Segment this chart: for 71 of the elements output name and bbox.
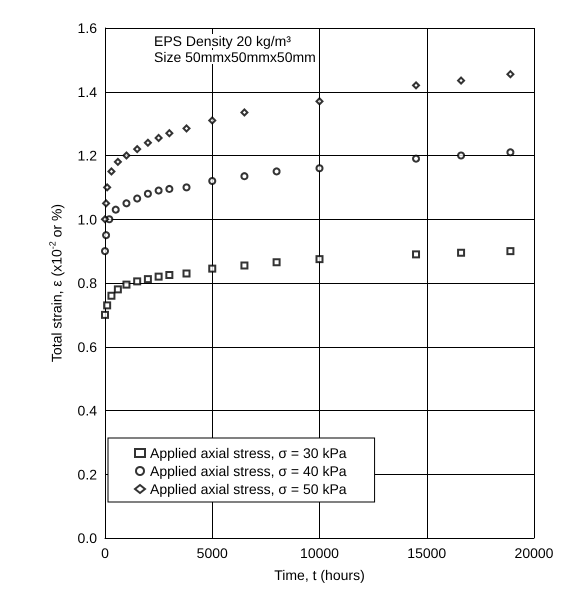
x-tick-label: 0 — [101, 545, 110, 561]
point — [154, 134, 163, 142]
point — [506, 247, 514, 256]
y-tick-label: 1.2 — [78, 148, 98, 164]
legend-label: Applied axial stress, σ = 50 kPa — [150, 481, 347, 497]
point — [114, 285, 122, 294]
point — [154, 186, 163, 195]
point — [154, 272, 163, 281]
point — [182, 183, 191, 192]
y-tick-label: 1.0 — [78, 211, 98, 228]
point — [208, 116, 216, 124]
annotation: Size 50mmx50mmx50mm — [154, 49, 316, 65]
point — [122, 152, 130, 160]
point — [133, 194, 142, 203]
point — [102, 231, 110, 240]
point — [165, 271, 174, 280]
point — [101, 247, 109, 256]
point — [114, 158, 122, 166]
point — [272, 167, 281, 176]
point — [122, 280, 130, 289]
point — [107, 167, 116, 176]
point — [144, 190, 152, 198]
y-tick-label: 0.4 — [78, 402, 98, 418]
point — [144, 275, 152, 284]
y-tick-label: 0.0 — [78, 530, 98, 546]
point — [101, 310, 109, 319]
point — [133, 277, 142, 286]
point — [182, 124, 191, 132]
point — [208, 264, 216, 273]
y-tick-label: 1.6 — [78, 20, 98, 36]
point — [457, 76, 466, 85]
x-tick-label: 20000 — [514, 545, 554, 561]
y-axis-title: Total strain, ε (x10-2 or %) — [48, 204, 64, 362]
point — [165, 184, 174, 193]
point — [240, 261, 248, 270]
x-axis-title: Time, t (hours) — [274, 567, 365, 583]
y-tick-label: 0.6 — [78, 338, 98, 355]
point — [240, 108, 248, 116]
x-tick-label: 5000 — [196, 545, 228, 561]
point — [506, 70, 514, 78]
point — [122, 199, 130, 208]
point — [457, 152, 466, 160]
y-tick-label: 0.2 — [78, 466, 98, 482]
point — [412, 81, 420, 90]
point — [144, 138, 152, 147]
point — [457, 248, 466, 257]
point — [316, 97, 324, 106]
point — [102, 199, 110, 208]
point — [412, 154, 420, 163]
point — [412, 250, 420, 258]
y-tick-label: 0.8 — [78, 275, 98, 291]
legend-label: Applied axial stress, σ = 40 kPa — [150, 463, 347, 479]
point — [107, 292, 116, 300]
point — [208, 177, 216, 185]
point — [101, 215, 109, 224]
legend-label: Applied axial stress, σ = 30 kPa — [150, 445, 347, 461]
x-tick-label: 15000 — [407, 545, 446, 561]
point — [316, 255, 324, 264]
point — [240, 172, 248, 180]
x-tick-label: 10000 — [300, 545, 340, 561]
point — [272, 258, 281, 266]
point — [316, 164, 324, 172]
y-tick-label: 1.4 — [78, 84, 98, 100]
point — [165, 129, 174, 138]
point — [103, 301, 112, 310]
point — [112, 206, 120, 214]
point — [182, 269, 191, 278]
point — [103, 183, 112, 192]
point — [506, 148, 514, 156]
point — [133, 145, 142, 154]
annotation: EPS Density 20 kg/m³ — [154, 33, 292, 49]
